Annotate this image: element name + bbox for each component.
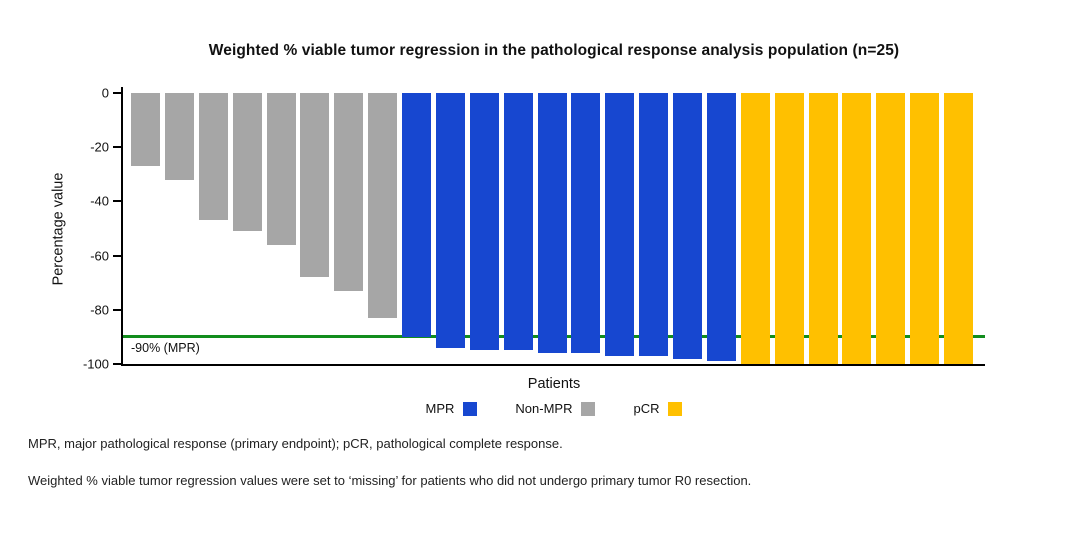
bar-pcr-100 bbox=[876, 93, 906, 364]
legend-label: Non-MPR bbox=[515, 401, 573, 416]
y-tick-mark bbox=[113, 92, 121, 94]
x-axis-line bbox=[121, 364, 985, 366]
y-axis-line bbox=[121, 87, 123, 366]
bar-pcr-100 bbox=[774, 93, 804, 364]
bar-non-mpr-83 bbox=[368, 93, 398, 318]
legend-item-mpr: MPR bbox=[426, 401, 478, 416]
y-tick-mark bbox=[113, 363, 121, 365]
y-tick-label: 0 bbox=[101, 85, 109, 101]
bar-mpr-95 bbox=[503, 93, 533, 351]
y-axis-title-text: Percentage value bbox=[50, 172, 67, 285]
bar-mpr-95 bbox=[469, 93, 499, 351]
bar-mpr-90 bbox=[402, 93, 431, 337]
bar-pcr-100 bbox=[944, 93, 973, 364]
legend-label: pCR bbox=[633, 401, 660, 416]
bar-pcr-100 bbox=[740, 93, 770, 364]
bar-pcr-100 bbox=[808, 93, 838, 364]
y-tick-label: -20 bbox=[90, 139, 109, 155]
legend-item-non-mpr: Non-MPR bbox=[515, 401, 596, 416]
bar-mpr-96 bbox=[571, 93, 601, 354]
legend-swatch-pcr bbox=[668, 401, 683, 416]
mpr-threshold-label: -90% (MPR) bbox=[131, 340, 200, 355]
bar-pcr-100 bbox=[910, 93, 940, 364]
y-tick-label: -80 bbox=[90, 302, 109, 318]
legend-swatch-mpr bbox=[463, 401, 478, 416]
bar-pcr-100 bbox=[842, 93, 872, 364]
y-tick-mark bbox=[113, 146, 121, 149]
bar-non-mpr-73 bbox=[334, 93, 364, 291]
y-tick-label: -100 bbox=[82, 356, 109, 372]
bar-non-mpr-68 bbox=[300, 93, 330, 278]
legend-item-pcr: pCR bbox=[633, 401, 683, 416]
plot-area: Percentage value 0 -20 -40 -60 -80 -100 -90% … bbox=[50, 86, 985, 372]
bar-non-mpr-32 bbox=[164, 93, 194, 180]
legend-label: MPR bbox=[425, 401, 455, 416]
legend-swatch-non-mpr bbox=[581, 401, 596, 416]
bar-non-mpr-56 bbox=[266, 93, 296, 245]
chart-title: Weighted % viable tumor regression in th… bbox=[208, 42, 900, 59]
y-tick-mark bbox=[113, 308, 121, 311]
bar-mpr-94 bbox=[435, 93, 465, 348]
bar-mpr-97 bbox=[639, 93, 669, 356]
footnote-abbreviations: MPR, major pathological response (primar… bbox=[28, 436, 563, 451]
x-axis-title: Patients bbox=[527, 376, 581, 392]
y-tick-label: -60 bbox=[90, 248, 109, 264]
legend: MPR Non-MPR pCR bbox=[123, 401, 985, 416]
y-tick-label: -40 bbox=[90, 193, 109, 209]
bar-non-mpr-51 bbox=[232, 93, 262, 232]
y-tick-mark bbox=[113, 254, 121, 257]
footnote-missing-values: Weighted % viable tumor regression value… bbox=[28, 473, 752, 488]
bar-non-mpr-47 bbox=[198, 93, 228, 221]
bars-container bbox=[123, 93, 985, 364]
y-axis-title: Percentage value bbox=[38, 93, 78, 364]
bar-mpr-99 bbox=[706, 93, 736, 362]
bar-mpr-98 bbox=[673, 93, 702, 359]
bar-mpr-96 bbox=[537, 93, 567, 354]
y-tick-mark bbox=[113, 200, 121, 203]
bar-non-mpr-27 bbox=[131, 93, 160, 167]
bar-mpr-97 bbox=[605, 93, 635, 356]
